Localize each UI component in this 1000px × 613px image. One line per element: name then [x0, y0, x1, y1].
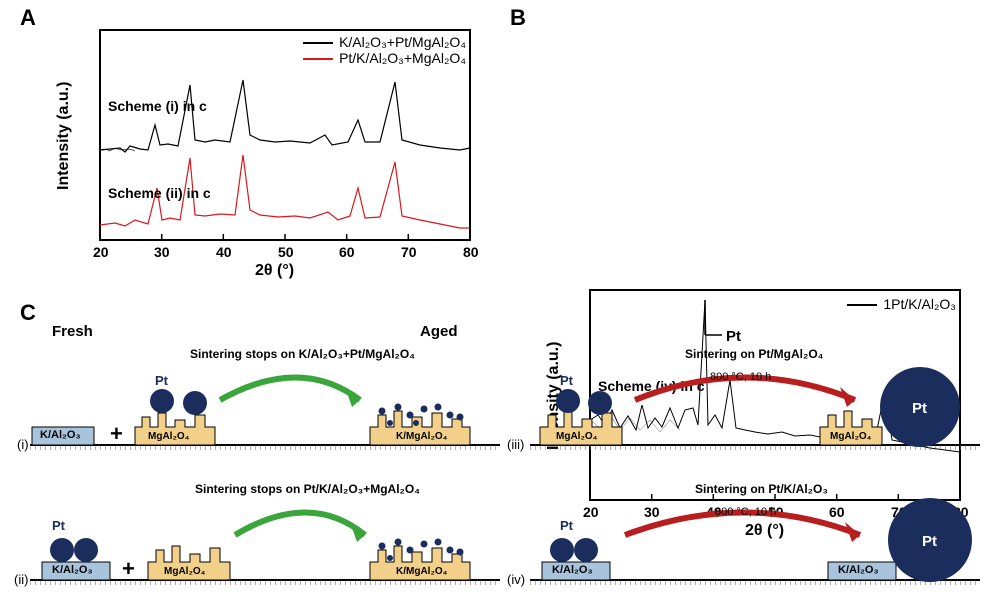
kal-label: K/Al₂O₃ [552, 564, 593, 576]
mgal-label: MgAl₂O₄ [556, 431, 597, 442]
kal-label: K/Al₂O₃ [52, 564, 93, 576]
caption: Sintering stops on K/Al₂O₃+Pt/MgAl₂O₄ [190, 347, 415, 361]
scheme-ii: Pt + Sintering stops on Pt/K/Al₂O₃+MgAl₂… [20, 480, 500, 600]
caption: Sintering on Pt/MgAl₂O₄ [685, 347, 823, 361]
scheme-id: (iv) [507, 572, 525, 587]
svg-text:Pt: Pt [922, 533, 937, 550]
panel-a-chart: 20 30 40 50 60 70 80 2θ (°) Intensity (a… [60, 20, 480, 280]
tick: 50 [278, 244, 294, 260]
scheme-id: (iii) [507, 437, 524, 452]
scheme-i: + Pt Sintering stops on K/Al₂O₃+Pt/MgAl₂… [20, 345, 500, 465]
caption: Sintering stops on Pt/K/Al₂O₃+MgAl₂O₄ [195, 482, 420, 496]
kmgal-label: K/MgAl₂O₄ [396, 566, 447, 577]
trace-black [100, 80, 470, 152]
scheme-id: (ii) [14, 572, 28, 587]
scheme-iii: Pt Pt Sintering on Pt/MgAl₂O₄ 800 °C, 10… [520, 345, 980, 465]
xlabel: 2θ (°) [255, 262, 294, 280]
svg-text:+: + [122, 556, 135, 581]
svg-text:+: + [110, 421, 123, 446]
panel-a-legend: K/Al₂O₃+Pt/MgAl₂O₄ Pt/K/Al₂O₃+MgAl₂O₄ [303, 34, 466, 66]
tick: 70 [401, 244, 417, 260]
svg-text:Pt: Pt [560, 373, 574, 388]
svg-text:Pt: Pt [52, 518, 66, 533]
annotation: Scheme (i) in c [108, 98, 207, 114]
legend-item: Pt/K/Al₂O₃+MgAl₂O₄ [339, 50, 466, 66]
panel-b-label: B [510, 5, 526, 31]
svg-text:Pt: Pt [155, 373, 169, 388]
ylabel: Intensity (a.u.) [55, 82, 73, 190]
panel-c-label: C [20, 300, 36, 326]
panel-a-label: A [20, 5, 36, 31]
annotation: Scheme (ii) in c [108, 185, 211, 201]
mgal-label: MgAl₂O₄ [164, 566, 205, 577]
scheme-id: (i) [17, 437, 29, 452]
fresh-label: Fresh [52, 323, 93, 340]
tick: 40 [216, 244, 232, 260]
kmgal-label: K/MgAl₂O₄ [396, 431, 447, 442]
svg-text:Pt: Pt [560, 518, 574, 533]
condition: 800 °C, 10 h [710, 371, 771, 383]
pt-label: Pt [726, 328, 741, 345]
mgal-label: MgAl₂O₄ [830, 431, 871, 442]
panel-b-legend: 1Pt/K/Al₂O₃ [847, 296, 956, 312]
tick: 80 [463, 244, 479, 260]
svg-text:Pt: Pt [912, 400, 927, 417]
legend-item: K/Al₂O₃+Pt/MgAl₂O₄ [339, 34, 466, 50]
kal-label: K/Al₂O₃ [40, 429, 81, 441]
aged-label: Aged [420, 323, 458, 340]
caption: Sintering on Pt/K/Al₂O₃ [695, 482, 828, 496]
legend-item: 1Pt/K/Al₂O₃ [883, 296, 956, 312]
tick: 20 [93, 244, 109, 260]
tick: 30 [154, 244, 170, 260]
tick: 60 [339, 244, 355, 260]
kal-label: K/Al₂O₃ [838, 564, 879, 576]
condition: 800 °C, 10 h [715, 506, 776, 518]
scheme-iv: Pt Pt Sintering on Pt/K/Al₂O₃ 800 °C, 10… [520, 480, 980, 600]
mgal-label: MgAl₂O₄ [148, 431, 189, 442]
